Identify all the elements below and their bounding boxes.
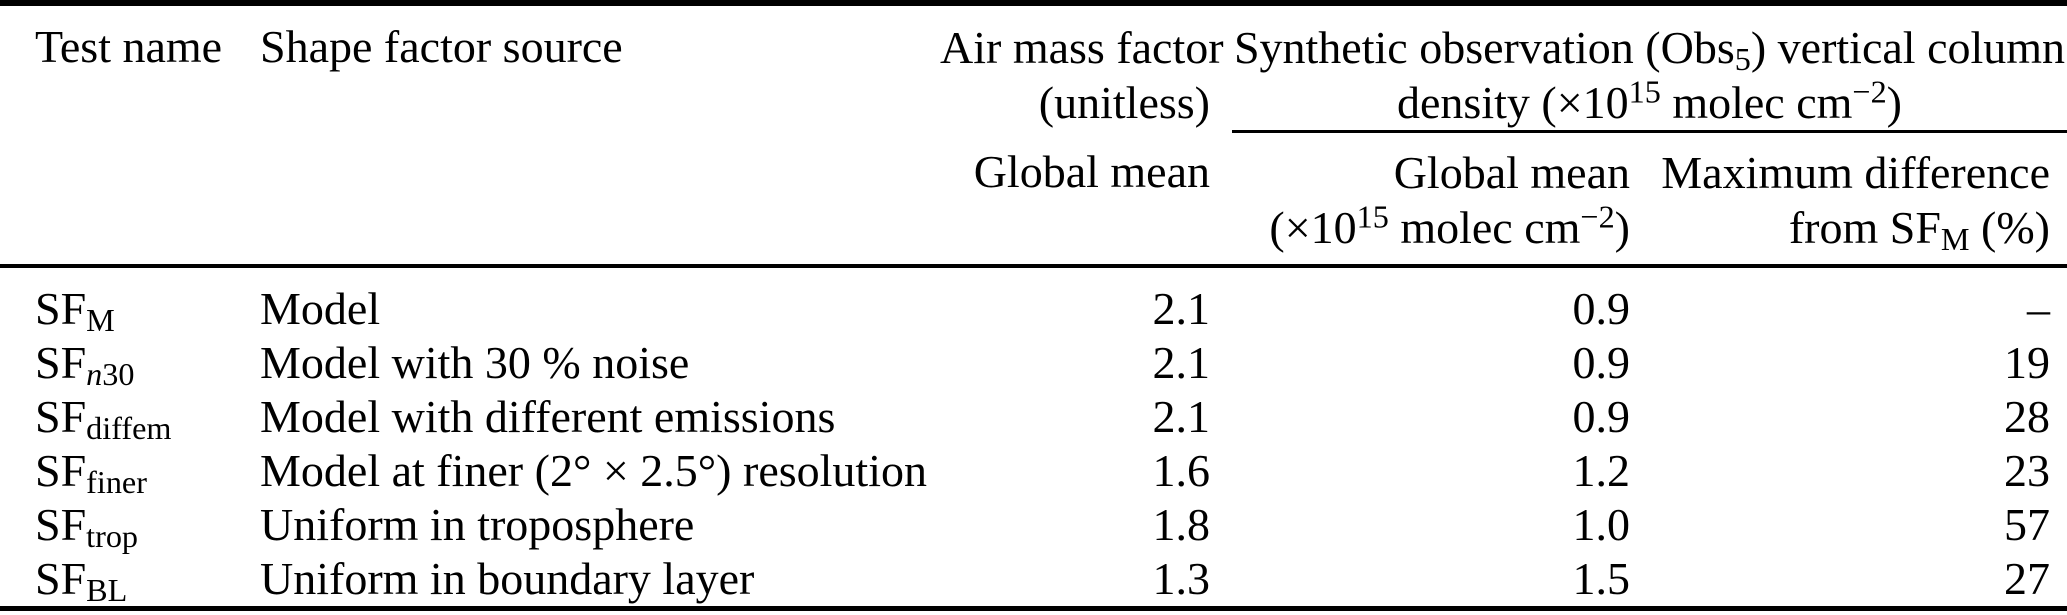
table-row-sf-n30: SFn30 Model with 30 % noise 2.1 0.9 19 xyxy=(0,336,2067,390)
air-mass-factor-line1: Air mass factor xyxy=(940,22,1224,73)
amf-cell: 1.6 xyxy=(1152,444,1211,496)
exponent-15: 15 xyxy=(1628,73,1661,110)
percent-label: (%) xyxy=(1969,202,2050,253)
subheader-vcd-global-mean: Global mean (×1015 molec cm−2) xyxy=(1232,131,1647,268)
sf-subscript-plain: finer xyxy=(86,463,147,500)
sf-subscript: n30 xyxy=(86,356,134,392)
vcd-exponent-15: 15 xyxy=(1356,198,1389,235)
sf-m-subscript: M xyxy=(1940,221,1970,258)
vcd-cell: 1.0 xyxy=(1572,498,1631,550)
header-spacer-1 xyxy=(0,131,225,268)
vcd-cell: 1.5 xyxy=(1572,552,1631,604)
col-header-air-mass-factor: Air mass factor (unitless) xyxy=(940,3,1232,132)
col-header-shape-factor-source: Shape factor source xyxy=(260,21,623,72)
table-row-sf-bl: SFBL Uniform in boundary layer 1.3 1.5 2… xyxy=(0,552,2067,609)
from-sf-label: from SF xyxy=(1788,202,1941,253)
maxdiff-cell: 57 xyxy=(2004,498,2050,550)
table-header: Test name Shape factor source Air mass f… xyxy=(0,3,2067,268)
max-difference-line1: Maximum difference xyxy=(1661,147,2050,198)
header-row-2: Global mean Global mean (×1015 molec cm−… xyxy=(0,131,2067,268)
amf-global-mean-label: Global mean xyxy=(973,145,1210,197)
vcd-units-mid: molec cm xyxy=(1388,202,1581,253)
vcd-cell: 0.9 xyxy=(1572,336,1631,388)
vcd-cell: 0.9 xyxy=(1572,282,1631,334)
sf-subscript: diffem xyxy=(86,410,171,446)
max-difference-line2: from SFM (%) xyxy=(1647,200,2050,255)
test-name-cell: SFM xyxy=(0,266,225,336)
maxdiff-cell: 27 xyxy=(2004,552,2050,604)
sf-subscript-plain: BL xyxy=(86,571,128,608)
amf-cell: 2.1 xyxy=(1152,336,1211,388)
synthetic-group-line1: Synthetic observation (Obs5) vertical co… xyxy=(1232,20,2067,75)
amf-cell: 1.3 xyxy=(1152,552,1211,604)
test-name-cell: SFtrop xyxy=(0,498,225,552)
sf-subscript-plain: diffem xyxy=(86,409,172,446)
vcd-units-post: ) xyxy=(1614,202,1630,253)
test-name-cell: SFn30 xyxy=(0,336,225,390)
sf-subscript-plain: trop xyxy=(86,517,139,554)
sf-subscript-italic: n xyxy=(86,355,103,392)
sf-subscript: BL xyxy=(86,572,127,608)
sf-base: SF xyxy=(35,336,87,388)
synthetic-group-line1-pre: Synthetic observation (Obs xyxy=(1233,22,1735,73)
sf-base: SF xyxy=(35,498,87,550)
synthetic-group-line2-mid: molec cm xyxy=(1660,77,1853,128)
source-cell: Uniform in troposphere xyxy=(260,498,695,550)
vcd-global-mean-line1: Global mean xyxy=(1393,147,1630,198)
col-group-header-synthetic-observation: Synthetic observation (Obs5) vertical co… xyxy=(1232,3,2067,133)
air-mass-factor-line2: (unitless) xyxy=(1038,77,1210,128)
sf-base: SF xyxy=(35,390,87,442)
amf-cell: 2.1 xyxy=(1152,282,1211,334)
table-row-sf-m: SFM Model 2.1 0.9 – xyxy=(0,266,2067,336)
sf-subscript-plain: M xyxy=(86,301,115,338)
vcd-cell: 1.2 xyxy=(1572,444,1631,496)
amf-cell: 1.8 xyxy=(1152,498,1211,550)
table-row-sf-trop: SFtrop Uniform in troposphere 1.8 1.0 57 xyxy=(0,498,2067,552)
sf-base: SF xyxy=(35,444,87,496)
test-name-cell: SFBL xyxy=(0,552,225,609)
table-row-sf-diffem: SFdiffem Model with different emissions … xyxy=(0,390,2067,444)
obs-subscript: 5 xyxy=(1734,41,1751,78)
header-row-1: Test name Shape factor source Air mass f… xyxy=(0,3,2067,133)
sf-subscript: M xyxy=(86,302,115,338)
sf-base: SF xyxy=(35,552,87,604)
vcd-exponent-minus2: −2 xyxy=(1580,198,1615,235)
synthetic-group-line2-post: ) xyxy=(1886,77,1902,128)
source-cell: Model xyxy=(260,282,381,334)
header-spacer-2 xyxy=(225,131,940,268)
maxdiff-cell: – xyxy=(2027,282,2050,334)
source-cell: Model with different emissions xyxy=(260,390,836,442)
amf-cell: 2.1 xyxy=(1152,390,1211,442)
table-row-sf-finer: SFfiner Model at finer (2° × 2.5°) resol… xyxy=(0,444,2067,498)
source-cell: Uniform in boundary layer xyxy=(260,552,755,604)
vcd-cell: 0.9 xyxy=(1572,390,1631,442)
sf-base: SF xyxy=(35,282,87,334)
sf-subscript: finer xyxy=(86,464,147,500)
maxdiff-cell: 19 xyxy=(2004,336,2050,388)
maxdiff-cell: 23 xyxy=(2004,444,2050,496)
synthetic-group-line2-pre: density (×10 xyxy=(1397,77,1629,128)
source-cell: Model with 30 % noise xyxy=(260,336,690,388)
exponent-minus2: −2 xyxy=(1852,73,1887,110)
col-header-test-name: Test name xyxy=(35,21,223,72)
source-cell: Model at finer (2° × 2.5°) resolution xyxy=(260,444,927,496)
table-body: SFM Model 2.1 0.9 – SFn30 Model with 30 … xyxy=(0,266,2067,609)
maxdiff-cell: 28 xyxy=(2004,390,2050,442)
sf-subscript: trop xyxy=(86,518,138,554)
subheader-amf-global-mean: Global mean xyxy=(940,131,1232,268)
test-name-cell: SFfiner xyxy=(0,444,225,498)
vcd-units-pre: (×10 xyxy=(1269,202,1357,253)
synthetic-group-line2: density (×1015 molec cm−2) xyxy=(1232,75,2067,130)
vcd-global-mean-line2: (×1015 molec cm−2) xyxy=(1232,200,1630,255)
synthetic-group-line1-post: ) vertical column xyxy=(1750,22,2066,73)
test-name-cell: SFdiffem xyxy=(0,390,225,444)
subheader-max-difference: Maximum difference from SFM (%) xyxy=(1647,131,2067,268)
sf-subscript-plain: 30 xyxy=(102,355,135,392)
